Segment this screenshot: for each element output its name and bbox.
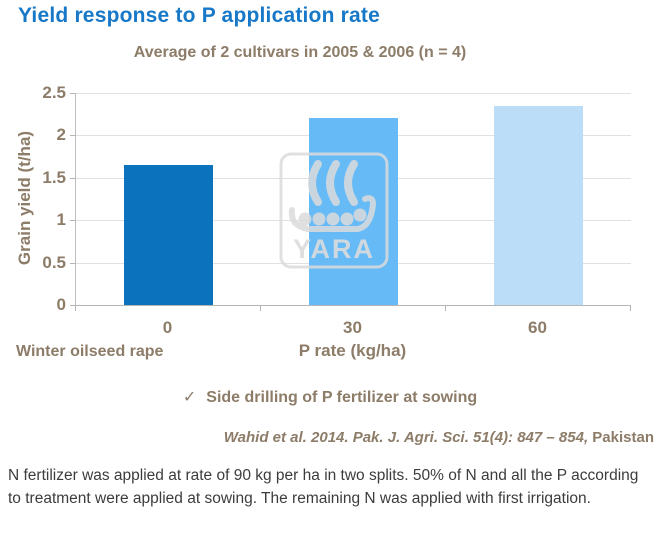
x-axis-title: P rate (kg/ha) — [298, 341, 407, 360]
x-tick-mark — [75, 306, 76, 311]
x-tick-mark — [445, 306, 446, 311]
plot-area — [75, 93, 631, 306]
y-axis-title: Grain yield (t/ha) — [15, 130, 34, 266]
citation-plain: Pakistan — [588, 429, 654, 446]
x-category-label-0: 0 — [162, 318, 173, 337]
x-category-label-30: 30 — [343, 318, 362, 337]
y-tick-label: 0 — [56, 295, 66, 314]
citation: Wahid et al. 2014. Pak. J. Agri. Sci. 51… — [4, 429, 654, 446]
bar-30 — [309, 118, 398, 305]
series-label: Winter oilseed rape — [16, 343, 164, 360]
check-note-text: Side drilling of P fertilizer at sowing — [206, 389, 478, 406]
citation-italic: Wahid et al. 2014. Pak. J. Agri. Sci. 51… — [223, 429, 589, 446]
x-category-label-60: 60 — [528, 318, 547, 337]
check-note: ✓ Side drilling of P fertilizer at sowing — [0, 387, 660, 407]
bar-0 — [124, 165, 213, 305]
x-tick-mark — [260, 306, 261, 311]
checkmark-icon: ✓ — [182, 389, 197, 406]
y-tick-label: 2.5 — [42, 83, 66, 102]
chart-subtitle: Average of 2 cultivars in 2005 & 2006 (n… — [133, 44, 467, 61]
bar-60 — [494, 105, 583, 305]
gridline — [76, 93, 631, 94]
page-title: Yield response to P application rate — [18, 4, 380, 27]
x-tick-mark — [630, 306, 631, 311]
footnote-paragraph: N fertilizer was applied at rate of 90 k… — [8, 467, 639, 507]
